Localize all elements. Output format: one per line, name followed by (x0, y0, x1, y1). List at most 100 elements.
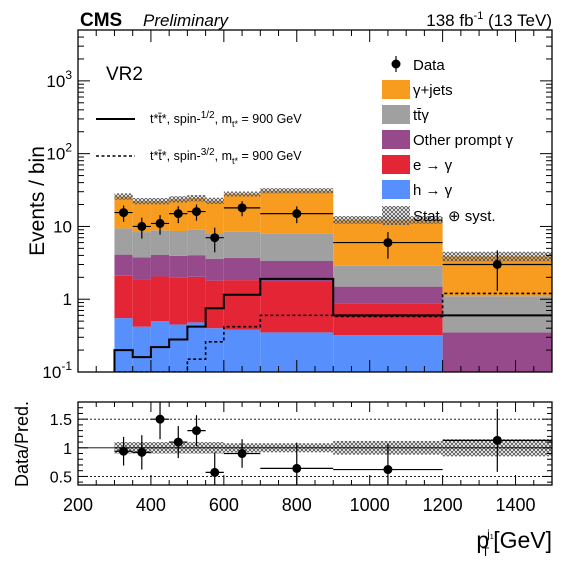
bar-ttg (442, 296, 552, 333)
y-tick-label-top: 103 (46, 68, 72, 91)
x-tick-label: 1200 (423, 495, 463, 515)
data-point (383, 238, 393, 248)
unc-band (187, 195, 206, 202)
bar-e-to-g (132, 279, 151, 327)
legend-ttg-label: tt̄γ (413, 107, 429, 124)
data-point (173, 209, 183, 219)
x-axis-title: pj₁ T [GeV] (476, 527, 552, 556)
x-tick-label: 1000 (350, 495, 390, 515)
y-tick-label-bottom: 1.5 (50, 412, 72, 429)
signal-legend: t*t̄*, spin-1/2, mt* = 900 GeV t*t̄*, sp… (96, 110, 302, 166)
legend-data-marker (391, 59, 401, 69)
bar-h-to-g (114, 318, 133, 372)
bar-h-to-g (187, 322, 206, 372)
legend-ttg-swatch (382, 105, 410, 124)
unc-band (150, 198, 170, 205)
x-tick-label: 200 (63, 495, 93, 515)
data-point (492, 259, 502, 269)
y-tick-label-bottom: 0.5 (50, 469, 72, 486)
unc-band (205, 197, 224, 204)
preliminary-label: Preliminary (143, 11, 230, 30)
legend-data-label: Data (413, 57, 445, 74)
signal-legend-spin-half: t*t̄*, spin-1/2, mt* = 900 GeV (150, 110, 302, 129)
bar-ttg (333, 265, 443, 287)
bar-ttg (132, 232, 151, 258)
x-tick-label: 1400 (496, 495, 536, 515)
ratio-point (119, 446, 129, 456)
bar-other (223, 258, 261, 281)
y-tick-label-top: 1 (63, 290, 72, 309)
ratio-panel-frame (77, 401, 553, 486)
bar-h-to-g (150, 321, 170, 372)
bar-gjets (205, 200, 224, 234)
bar-h-to-g (169, 324, 188, 372)
x-tick-label: 800 (282, 495, 312, 515)
bar-ttg (260, 233, 334, 262)
unc-band (169, 196, 188, 203)
bar-ttg (223, 231, 261, 259)
x-tick-label: 400 (136, 495, 166, 515)
data-point (292, 209, 302, 219)
signal-spin-half-line (113, 277, 552, 372)
bar-other (169, 255, 188, 278)
lumi-label: 138 fb-1 (13 TeV) (426, 10, 552, 30)
bar-other (150, 255, 170, 277)
x-tick-label: 600 (209, 495, 239, 515)
bar-other (260, 261, 334, 282)
bar-h-to-g (132, 326, 151, 372)
legend-unc-label: Stat. ⊕ syst. (413, 208, 496, 225)
ratio-point (192, 426, 201, 436)
bar-ttg (169, 231, 188, 256)
ratio-point (237, 449, 247, 459)
ratio-point (155, 414, 165, 424)
bar-e-to-g (205, 280, 224, 329)
bar-e-to-g (260, 281, 334, 333)
data-point (119, 208, 129, 218)
unc-band (132, 197, 151, 205)
signal-legend-spin-3half: t*t̄*, spin-3/2, mt* = 900 GeV (150, 147, 302, 166)
data-point (155, 218, 165, 228)
bar-h-to-g (205, 328, 224, 372)
bar-other (442, 332, 552, 372)
bar-e-to-g (114, 275, 133, 319)
data-point (210, 233, 220, 243)
ratio-point (383, 465, 393, 475)
legend-h-to-g-label: h → γ (413, 182, 453, 199)
ratio-point (492, 435, 502, 445)
bar-other (205, 258, 224, 281)
bar-other (114, 254, 133, 276)
data-point (192, 207, 201, 217)
bar-h-to-g (333, 335, 443, 372)
bar-other (132, 257, 151, 280)
y-tick-label-top: 102 (46, 141, 72, 164)
bar-gjets (132, 200, 151, 233)
bar-ttg (187, 229, 206, 256)
y-axis-title-top: Events / bin (26, 146, 49, 256)
ratio-point (292, 463, 302, 473)
bar-e-to-g (169, 277, 188, 325)
bar-e-to-g (150, 276, 170, 322)
bar-e-to-g (223, 280, 261, 330)
data-point (137, 221, 147, 231)
bar-ttg (150, 230, 170, 256)
ratio-point (210, 467, 220, 477)
legend: Data γ+jets tt̄γ Other prompt γ e → γ h … (382, 56, 514, 225)
ratio-point (137, 447, 147, 457)
legend-gjets-label: γ+jets (413, 82, 453, 99)
bar-e-to-g (333, 303, 443, 336)
y-tick-label-bottom: 1 (63, 441, 72, 458)
y-axis-title-bottom: Data/Pred. (12, 401, 32, 487)
ratio-point (173, 437, 183, 447)
bar-other (333, 286, 443, 304)
unc-band (223, 191, 261, 197)
legend-gjets-swatch (382, 80, 410, 99)
bar-ttg (114, 228, 133, 255)
cms-label: CMS (80, 10, 122, 31)
top-panel-frame (77, 29, 553, 373)
unc-band (114, 193, 133, 200)
y-tick-label-top: 10-1 (42, 359, 72, 382)
bar-e-to-g (187, 276, 206, 323)
legend-h-to-g-swatch (382, 180, 410, 199)
legend-unc-swatch (382, 206, 410, 225)
